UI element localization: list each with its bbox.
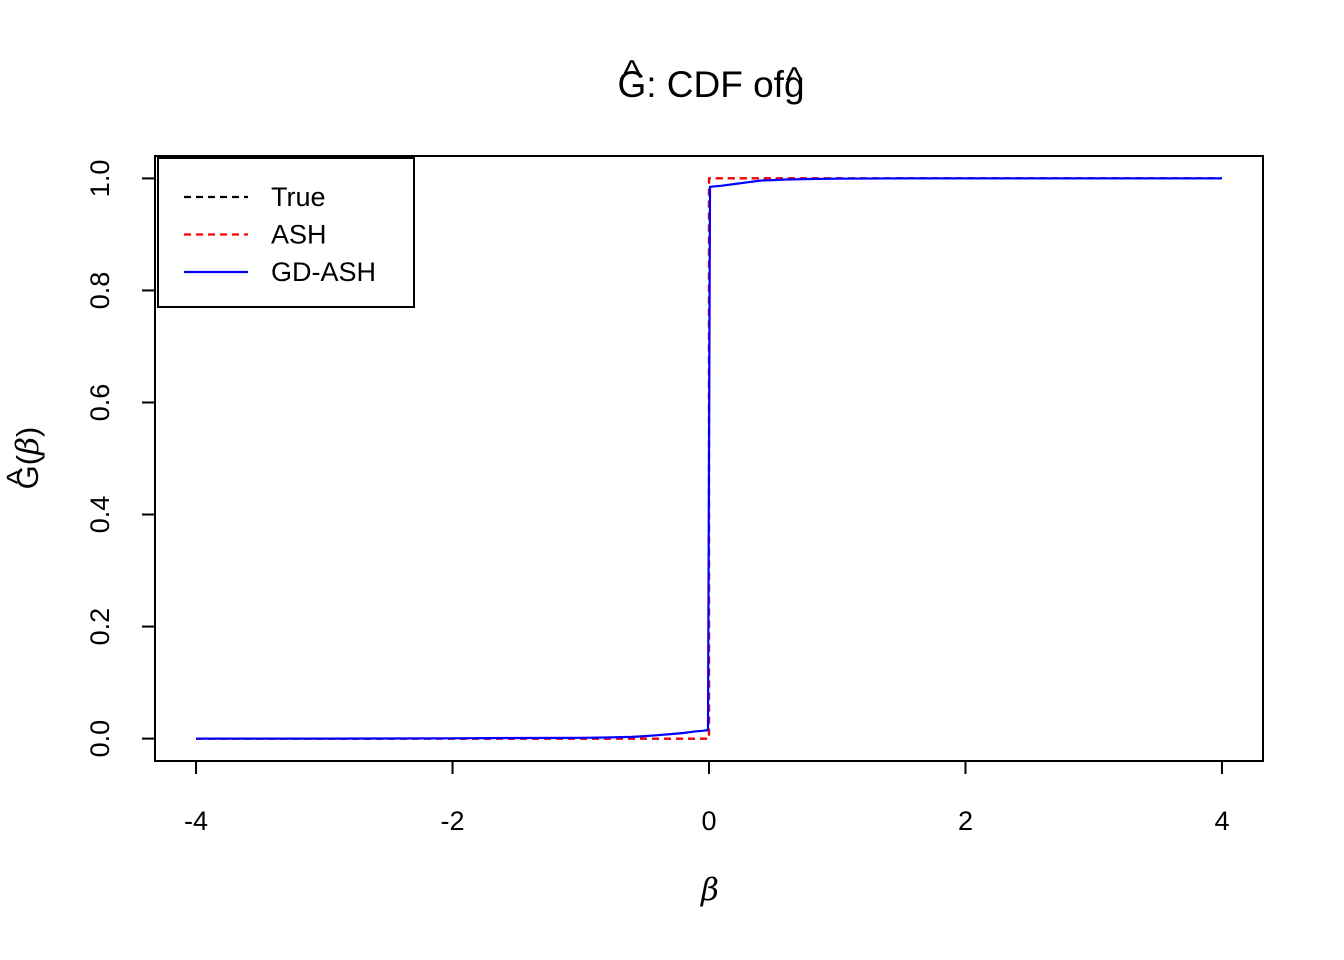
legend-label-ash: ASH (271, 220, 327, 250)
legend-label-gd-ash: GD-ASH (271, 257, 376, 287)
y-tick-label: 0.8 (85, 272, 115, 310)
y-tick-label: 1.0 (85, 160, 115, 198)
y-tick-label: 0.6 (85, 384, 115, 422)
legend-label-true: True (271, 182, 326, 212)
hat-accent: ^ (786, 60, 803, 99)
x-tick-label: 2 (958, 806, 973, 836)
x-axis-label: β (700, 872, 719, 908)
svg-text:G: G (10, 465, 45, 489)
svg-text:β: β (10, 437, 46, 456)
x-tick-label: -4 (184, 806, 208, 836)
svg-text:G: G (617, 64, 646, 105)
svg-text:β: β (700, 872, 719, 908)
y-axis-label: G(β) ^ (1, 427, 46, 490)
svg-text:(: ( (10, 454, 45, 465)
series-line-gd-ash (196, 177, 1222, 740)
hat-accent: ^ (624, 53, 641, 92)
x-tick-label: -2 (441, 806, 465, 836)
svg-text:: CDF of: : CDF of (646, 64, 784, 105)
y-tick-label: 0.0 (85, 720, 115, 758)
svg-text:): ) (10, 427, 45, 437)
y-tick-label: 0.4 (85, 496, 115, 534)
x-tick-label: 4 (1214, 806, 1229, 836)
legend-box (157, 157, 415, 308)
x-tick-label: 0 (701, 806, 716, 836)
svg-text:g: g (784, 64, 805, 105)
chart-title: G: CDF of g^ ^ (617, 53, 804, 105)
y-tick-label: 0.2 (85, 608, 115, 646)
hat-accent: ^ (1, 470, 34, 484)
